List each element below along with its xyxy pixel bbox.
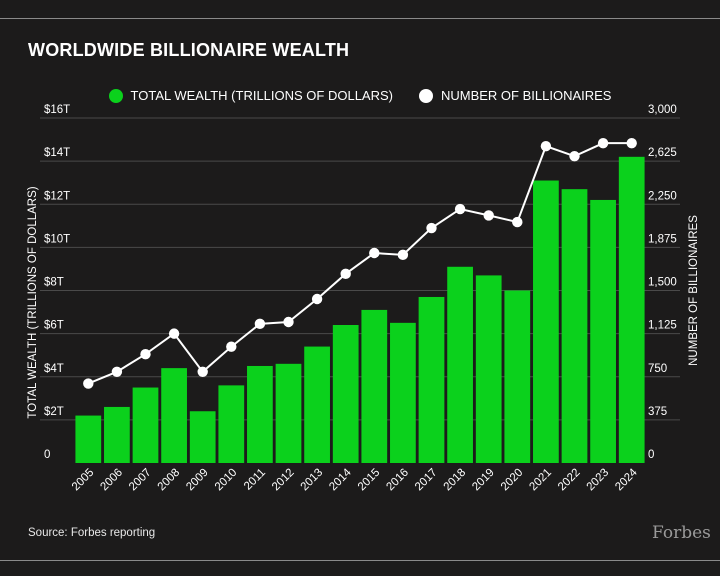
legend-label-total-wealth: TOTAL WEALTH (TRILLIONS OF DOLLARS) — [130, 88, 393, 103]
x-tick-label: 2009 — [184, 467, 211, 494]
legend-item-billionaires: NUMBER OF BILLIONAIRES — [418, 88, 612, 103]
y-right-tick-label: 750 — [648, 363, 667, 375]
point — [454, 203, 466, 215]
point — [426, 222, 437, 234]
y-right-tick-label: 1,875 — [648, 233, 677, 245]
y-right-tick-label: 2,250 — [648, 190, 677, 202]
y-left-axis-title: TOTAL WEALTH (TRILLIONS OF DOLLARS) — [27, 186, 39, 418]
x-tick-label: 2022 — [556, 467, 583, 494]
bar — [418, 296, 445, 463]
bar — [189, 411, 216, 463]
legend-swatch-green — [108, 88, 123, 103]
point — [626, 137, 637, 149]
x-tick-label: 2017 — [413, 467, 440, 494]
point — [111, 366, 123, 378]
x-tick-label: 2007 — [127, 467, 154, 494]
bar — [275, 363, 302, 463]
y-left-tick-label: 0 — [44, 449, 50, 461]
bar — [533, 180, 559, 463]
x-tick-label: 2023 — [585, 467, 612, 494]
bar — [390, 322, 416, 463]
point — [369, 247, 380, 259]
point — [483, 210, 494, 221]
x-tick-label: 2021 — [527, 467, 554, 494]
x-tick-label: 2006 — [98, 467, 125, 494]
bar — [590, 199, 616, 463]
legend-item-total-wealth: TOTAL WEALTH (TRILLIONS OF DOLLARS) — [108, 88, 393, 103]
bottom-rule — [0, 560, 720, 561]
bar — [132, 387, 159, 463]
y-left-tick-label: $4T — [44, 363, 64, 375]
y-left-tick-label: $10T — [44, 233, 70, 245]
x-tick-label: 2012 — [270, 467, 297, 494]
point — [512, 216, 523, 228]
point — [254, 318, 266, 330]
bar — [161, 368, 187, 463]
bar — [504, 290, 531, 463]
y-left-tick-label: $2T — [44, 406, 64, 418]
y-left-tick-label: $16T — [44, 104, 70, 116]
bar — [447, 266, 473, 463]
x-tick-label: 2010 — [213, 467, 240, 494]
y-right-tick-label: 1,500 — [648, 277, 677, 289]
point — [168, 328, 180, 339]
y-right-tick-label: 3,000 — [648, 104, 677, 116]
bar — [475, 275, 502, 463]
point — [140, 349, 151, 360]
x-tick-label: 2005 — [70, 467, 97, 494]
bar — [247, 365, 273, 463]
y-left-tick-label: $8T — [44, 277, 64, 289]
bar — [561, 189, 588, 463]
bar — [218, 385, 245, 463]
bar — [104, 406, 130, 463]
chart-title: WORLDWIDE BILLIONAIRE WEALTH — [28, 40, 350, 60]
point — [311, 293, 323, 305]
chart-legend: TOTAL WEALTH (TRILLIONS OF DOLLARS) NUMB… — [0, 88, 720, 103]
bar — [361, 309, 388, 463]
x-tick-label: 2020 — [499, 467, 526, 494]
y-left-tick-label: $14T — [44, 147, 70, 159]
point — [569, 150, 580, 162]
y-right-tick-label: 2,625 — [648, 147, 677, 159]
legend-swatch-white — [418, 88, 433, 103]
point — [540, 140, 552, 152]
series-line-billionaires — [87, 142, 632, 385]
bar — [332, 325, 359, 463]
y-right-tick-label: 1,125 — [648, 320, 677, 332]
y-right-tick-label: 375 — [648, 406, 667, 418]
x-tick-label: 2013 — [299, 467, 326, 494]
point — [340, 268, 351, 280]
bar — [75, 415, 102, 463]
y-right-tick-label: 0 — [648, 449, 654, 461]
x-tick-label: 2014 — [327, 466, 354, 493]
source-note: Source: Forbes reporting — [28, 527, 156, 539]
x-tick-label: 2024 — [613, 466, 640, 493]
point — [597, 137, 609, 149]
x-tick-label: 2011 — [242, 467, 268, 493]
point — [226, 341, 237, 352]
bar — [304, 346, 330, 463]
x-tick-label: 2016 — [384, 467, 411, 494]
point — [83, 378, 94, 389]
top-rule — [0, 18, 720, 19]
y-left-tick-label: $6T — [44, 320, 64, 332]
y-left-tick-label: $12T — [44, 190, 70, 202]
y-right-axis-title: NUMBER OF BILLIONAIRES — [688, 215, 700, 366]
point — [283, 316, 294, 328]
x-tick-label: 2018 — [442, 467, 469, 494]
point — [197, 366, 208, 378]
forbes-logo: Forbes — [652, 523, 711, 543]
x-tick-label: 2015 — [356, 467, 383, 494]
legend-label-billionaires: NUMBER OF BILLIONAIRES — [440, 88, 612, 103]
x-tick-label: 2008 — [156, 467, 183, 494]
point — [397, 249, 409, 261]
bar — [618, 156, 645, 463]
x-tick-label: 2019 — [470, 467, 497, 494]
